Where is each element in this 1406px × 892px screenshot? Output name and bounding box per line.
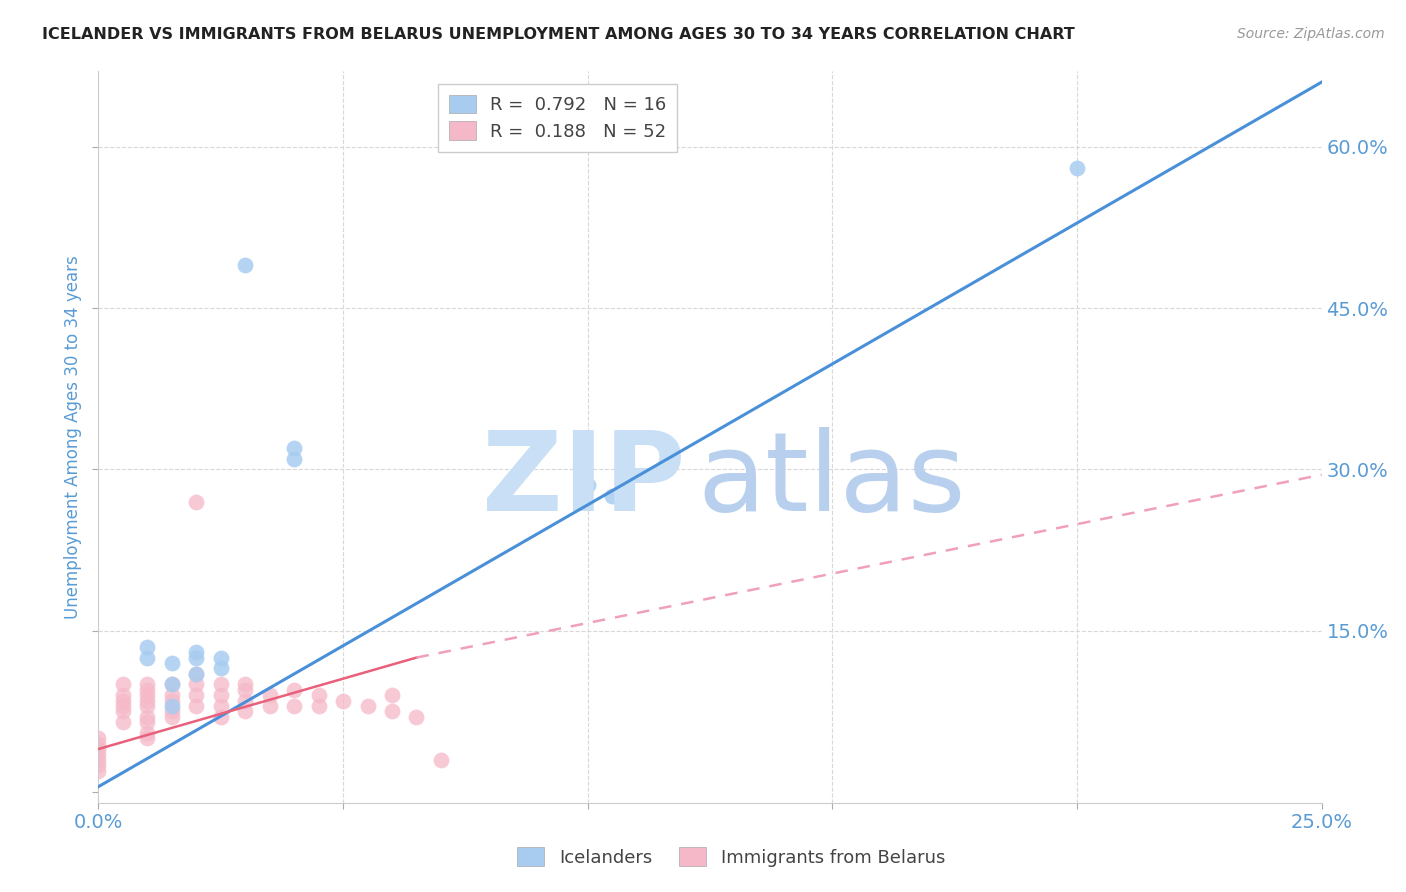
Point xyxy=(576,478,599,492)
Legend: R =  0.792   N = 16, R =  0.188   N = 52: R = 0.792 N = 16, R = 0.188 N = 52 xyxy=(437,84,678,152)
Point xyxy=(87,737,110,751)
Text: ICELANDER VS IMMIGRANTS FROM BELARUS UNEMPLOYMENT AMONG AGES 30 TO 34 YEARS CORR: ICELANDER VS IMMIGRANTS FROM BELARUS UNE… xyxy=(42,27,1076,42)
Point xyxy=(87,747,110,762)
Point xyxy=(209,650,232,665)
Point xyxy=(111,698,134,713)
Point xyxy=(209,677,232,691)
Point xyxy=(308,698,330,713)
Point xyxy=(136,710,159,724)
Point xyxy=(283,682,305,697)
Point xyxy=(233,677,256,691)
Point xyxy=(356,698,378,713)
Point xyxy=(1066,161,1088,176)
Point xyxy=(308,688,330,702)
Point xyxy=(87,758,110,772)
Point xyxy=(209,661,232,675)
Point xyxy=(111,705,134,719)
Point xyxy=(381,688,404,702)
Point xyxy=(136,693,159,707)
Point xyxy=(111,677,134,691)
Point xyxy=(233,693,256,707)
Point xyxy=(332,693,354,707)
Point xyxy=(111,688,134,702)
Text: Source: ZipAtlas.com: Source: ZipAtlas.com xyxy=(1237,27,1385,41)
Point xyxy=(186,494,208,508)
Point xyxy=(87,731,110,746)
Point xyxy=(160,710,183,724)
Point xyxy=(160,656,183,670)
Point xyxy=(186,645,208,659)
Point xyxy=(136,731,159,746)
Y-axis label: Unemployment Among Ages 30 to 34 years: Unemployment Among Ages 30 to 34 years xyxy=(63,255,82,619)
Point xyxy=(283,451,305,466)
Point xyxy=(186,677,208,691)
Point xyxy=(160,688,183,702)
Point xyxy=(405,710,427,724)
Point xyxy=(160,698,183,713)
Point xyxy=(600,489,623,503)
Point xyxy=(87,742,110,756)
Point xyxy=(87,753,110,767)
Point xyxy=(136,688,159,702)
Point xyxy=(136,715,159,730)
Point xyxy=(186,698,208,713)
Text: atlas: atlas xyxy=(697,427,966,534)
Point xyxy=(136,698,159,713)
Point xyxy=(160,693,183,707)
Point xyxy=(87,764,110,778)
Point xyxy=(160,677,183,691)
Point xyxy=(111,715,134,730)
Text: ZIP: ZIP xyxy=(482,427,686,534)
Point xyxy=(259,688,281,702)
Point xyxy=(186,650,208,665)
Point xyxy=(209,688,232,702)
Point xyxy=(233,258,256,272)
Point xyxy=(186,666,208,681)
Point xyxy=(136,682,159,697)
Point xyxy=(209,698,232,713)
Point xyxy=(233,705,256,719)
Point xyxy=(160,705,183,719)
Legend: Icelanders, Immigrants from Belarus: Icelanders, Immigrants from Belarus xyxy=(510,840,952,874)
Point xyxy=(186,688,208,702)
Point xyxy=(136,650,159,665)
Point xyxy=(111,693,134,707)
Point xyxy=(136,726,159,740)
Point xyxy=(283,441,305,455)
Point xyxy=(186,666,208,681)
Point xyxy=(160,677,183,691)
Point xyxy=(430,753,453,767)
Point xyxy=(209,710,232,724)
Point xyxy=(283,698,305,713)
Point xyxy=(136,640,159,654)
Point xyxy=(259,698,281,713)
Point xyxy=(381,705,404,719)
Point xyxy=(136,677,159,691)
Point xyxy=(233,682,256,697)
